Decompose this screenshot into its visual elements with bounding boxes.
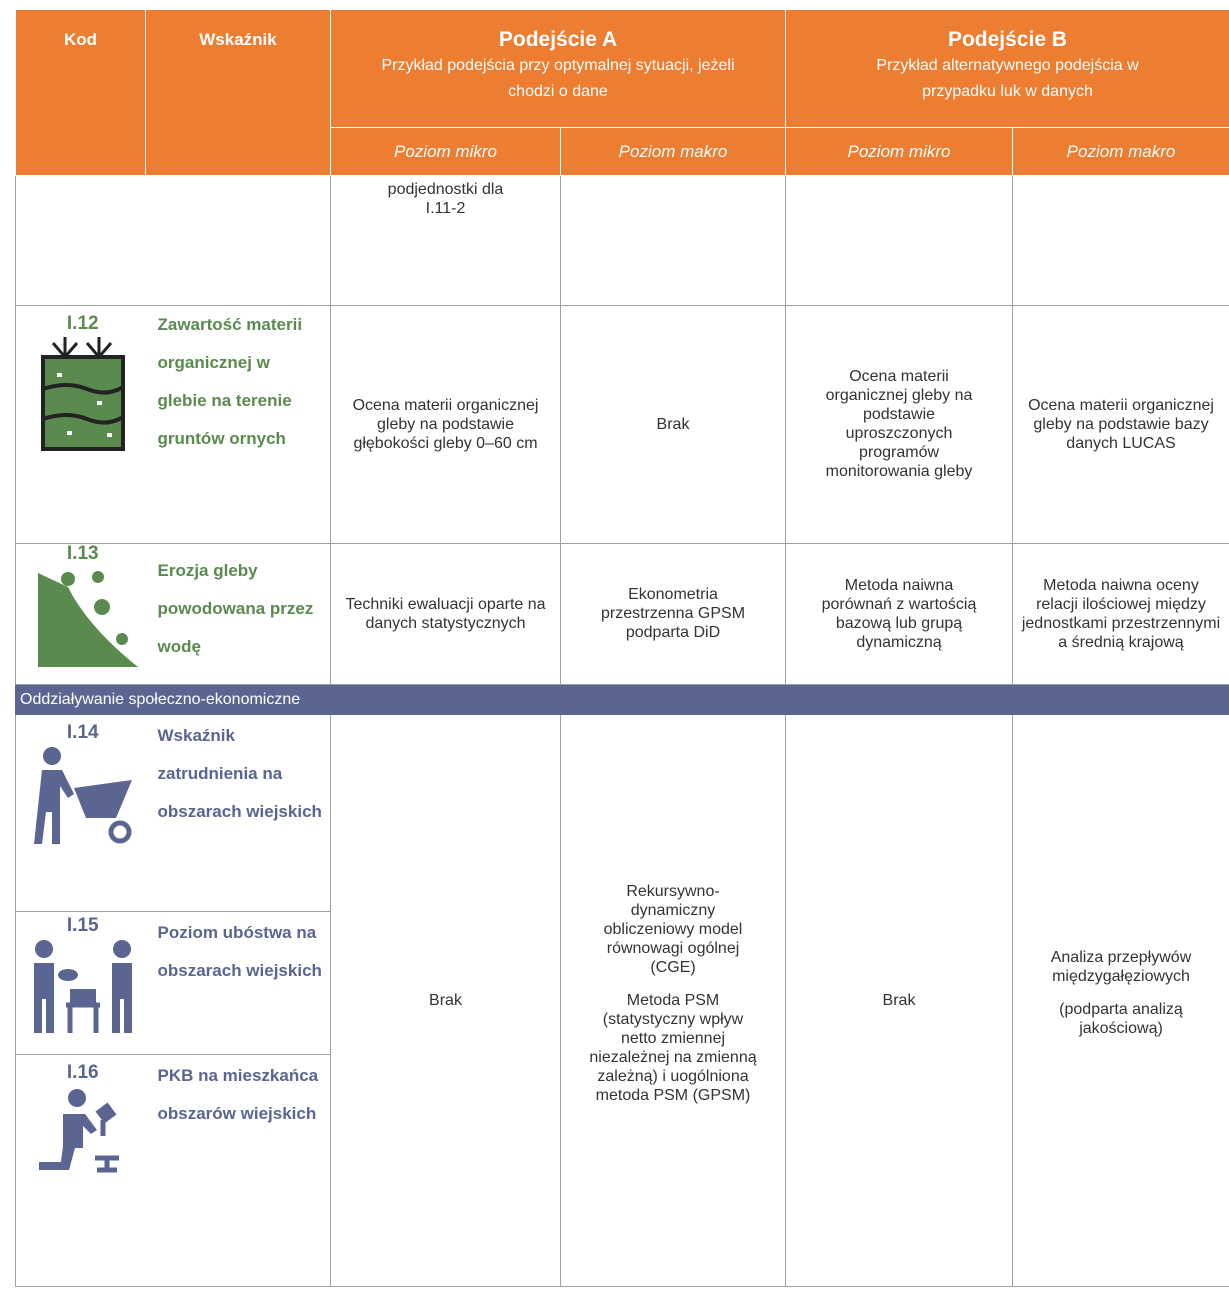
- level: Poziom mikro: [330, 127, 561, 176]
- cell: Rekursywno-dynamiczny obliczeniowy model…: [560, 713, 786, 1287]
- cell: [785, 174, 1013, 306]
- code-cell: I.16: [15, 1053, 146, 1287]
- header-indicator: Wskaźnik: [145, 10, 331, 176]
- code: I.14: [66, 721, 99, 743]
- cell: Metoda naiwna oceny relacji ilościowej m…: [1012, 542, 1229, 685]
- code: I.16: [66, 1061, 99, 1083]
- level: Poziom mikro: [785, 127, 1013, 176]
- level: Poziom makro: [1012, 127, 1229, 176]
- worker-icon: [33, 746, 132, 844]
- code-cell: I.13: [15, 542, 146, 685]
- erosion-icon: [37, 570, 138, 667]
- approach-subtitle: Przykład alternatywnego podejścia w przy…: [876, 57, 1139, 101]
- cell: [145, 174, 331, 306]
- approach-subtitle: Przykład podejścia przy optymalnej sytua…: [381, 57, 735, 101]
- code: I.12: [66, 312, 99, 334]
- indicator-name: Erozja gleby powodowana przez wodę: [145, 542, 331, 685]
- section-title: Oddziaływanie społeczno-ekonomiczne: [15, 683, 1229, 715]
- header-code: Kod: [15, 10, 146, 176]
- approach-title: Podejście B: [947, 28, 1068, 52]
- cell: Ocena materii organicznej gleby na podst…: [1012, 304, 1229, 544]
- header-approach-a: Podejście A Przykład podejścia przy optym…: [330, 10, 786, 128]
- paragraph: Metoda PSM (statystyczny wpływ netto zmi…: [589, 991, 757, 1104]
- cell: Analiza przepływów międzygałęziowych (pod…: [1012, 713, 1229, 1287]
- cell: podjednostki dla I.11-2: [330, 174, 561, 306]
- soil-icon: [40, 336, 125, 451]
- header-approach-b: Podejście B Przykład alternatywnego podej…: [785, 10, 1229, 128]
- paragraph: Rekursywno-dynamiczny obliczeniowy model…: [603, 882, 743, 976]
- cell: Ocena materii organicznej gleby na podst…: [330, 304, 561, 544]
- farmer-icon: [38, 1088, 119, 1172]
- code-cell: I.12: [15, 304, 146, 544]
- code: I.13: [66, 542, 99, 564]
- code: I.15: [66, 914, 99, 936]
- cell: Brak: [785, 713, 1013, 1287]
- indicator-name: Poziom ubóstwa na obszarach wiejskich: [145, 910, 331, 1055]
- cell: [560, 174, 786, 306]
- people-icon: [33, 939, 132, 1033]
- code-cell: I.15: [15, 910, 146, 1055]
- cell: [1012, 174, 1229, 306]
- cell: Techniki ewaluacji oparte na danych stat…: [330, 542, 561, 685]
- paragraph: Analiza przepływów międzygałęziowych: [1050, 949, 1192, 985]
- level: Poziom makro: [560, 127, 786, 176]
- cell: Ekonometria przestrzenna GPSM podparta D…: [560, 542, 786, 685]
- approach-title: Podejście A: [498, 28, 618, 52]
- cell: Brak: [560, 304, 786, 544]
- cell: Metoda naiwna porównań z wartością bazow…: [785, 542, 1013, 685]
- cell: Brak: [330, 713, 561, 1287]
- indicator-name: Zawartość materii organicznej w glebie n…: [145, 304, 331, 544]
- cell: [15, 174, 146, 306]
- code-cell: I.14: [15, 713, 146, 912]
- paragraph: (podparta analizą jakościową): [1059, 1001, 1183, 1037]
- indicator-name: Wskaźnik zatrudnienia na obszarach wiejs…: [145, 713, 331, 912]
- cell: Ocena materii organicznej gleby na podst…: [785, 304, 1013, 544]
- indicator-name: PKB na mieszkańca obszarów wiejskich: [145, 1053, 331, 1287]
- indicator-table: Kod Wskaźnik Podejście A Przykład podejśc…: [15, 10, 1229, 1287]
